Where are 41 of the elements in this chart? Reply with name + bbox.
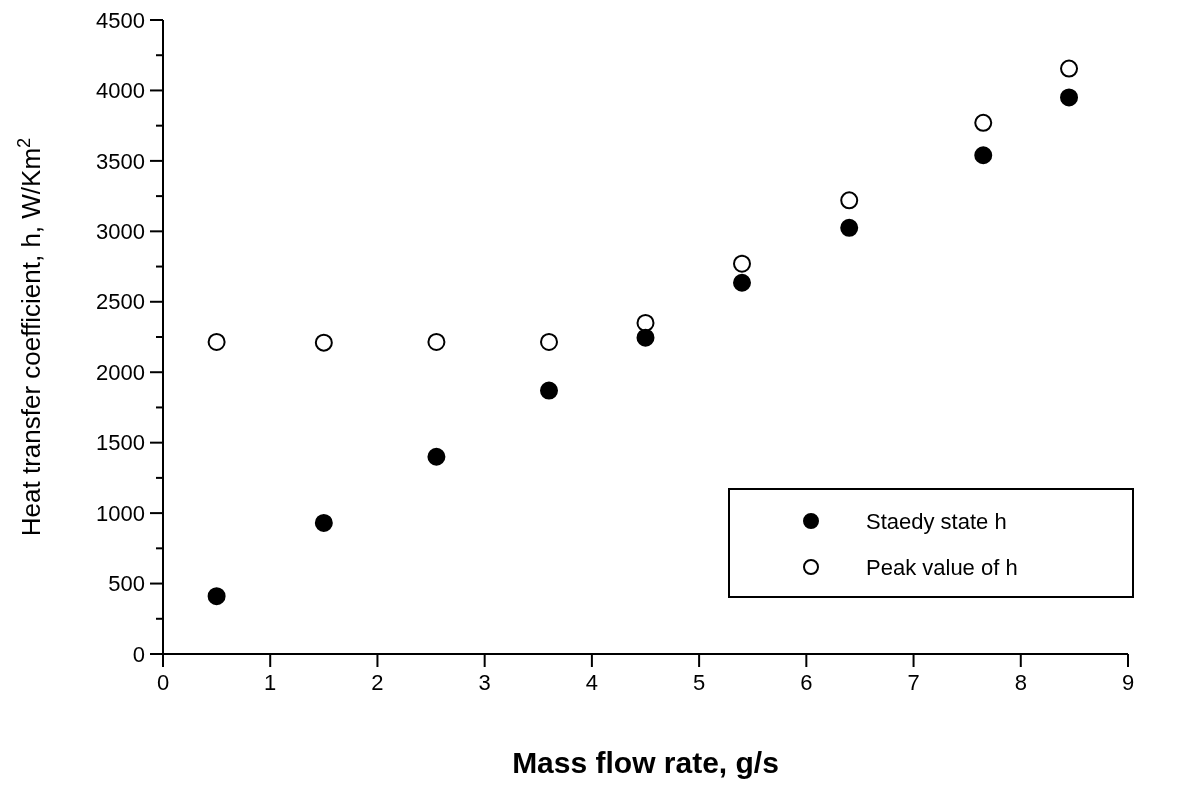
x-tick-label: 9 (1121, 670, 1135, 695)
y-tick-label: 1500 (96, 430, 145, 456)
y-tick-label: 4500 (96, 7, 145, 33)
point (1060, 59, 1079, 78)
legend-label: Staedy state h (866, 508, 1007, 534)
y-tick-label: 1000 (96, 500, 145, 526)
point (840, 191, 859, 210)
y-tick-label: 500 (108, 571, 145, 597)
x-tick-label: 6 (800, 670, 813, 695)
point (840, 218, 859, 237)
y-tick-label: 2500 (96, 289, 145, 315)
y-tick-label: 2000 (96, 359, 145, 385)
x-tick-label: 4 (585, 670, 599, 695)
point (314, 513, 333, 532)
y-tick-label: 0 (132, 641, 145, 667)
x-axis-title: Mass flow rate, g/s (512, 746, 779, 779)
point (636, 328, 655, 347)
point (540, 332, 558, 351)
point (207, 587, 226, 606)
point (540, 381, 558, 400)
point (427, 332, 446, 351)
point (207, 332, 226, 351)
point (733, 273, 751, 292)
point (733, 254, 751, 273)
point (427, 447, 446, 466)
point (314, 333, 333, 352)
legend-label: Peak value of h (866, 554, 1018, 580)
x-tick-label: 0 (156, 670, 170, 695)
x-tick-label: 5 (692, 670, 706, 695)
y-tick-label: 3500 (96, 148, 145, 174)
y-tick-label: 4000 (96, 78, 145, 104)
point (974, 113, 993, 132)
x-tick-label: 2 (371, 670, 384, 695)
point (1060, 88, 1079, 107)
x-tick-label: 8 (1014, 670, 1027, 695)
x-tick-label: 3 (478, 670, 491, 695)
x-tick-label: 1 (264, 670, 277, 695)
point (974, 146, 993, 165)
x-tick-label: 7 (907, 670, 920, 695)
y-tick-label: 3000 (96, 219, 145, 245)
point (636, 313, 655, 332)
